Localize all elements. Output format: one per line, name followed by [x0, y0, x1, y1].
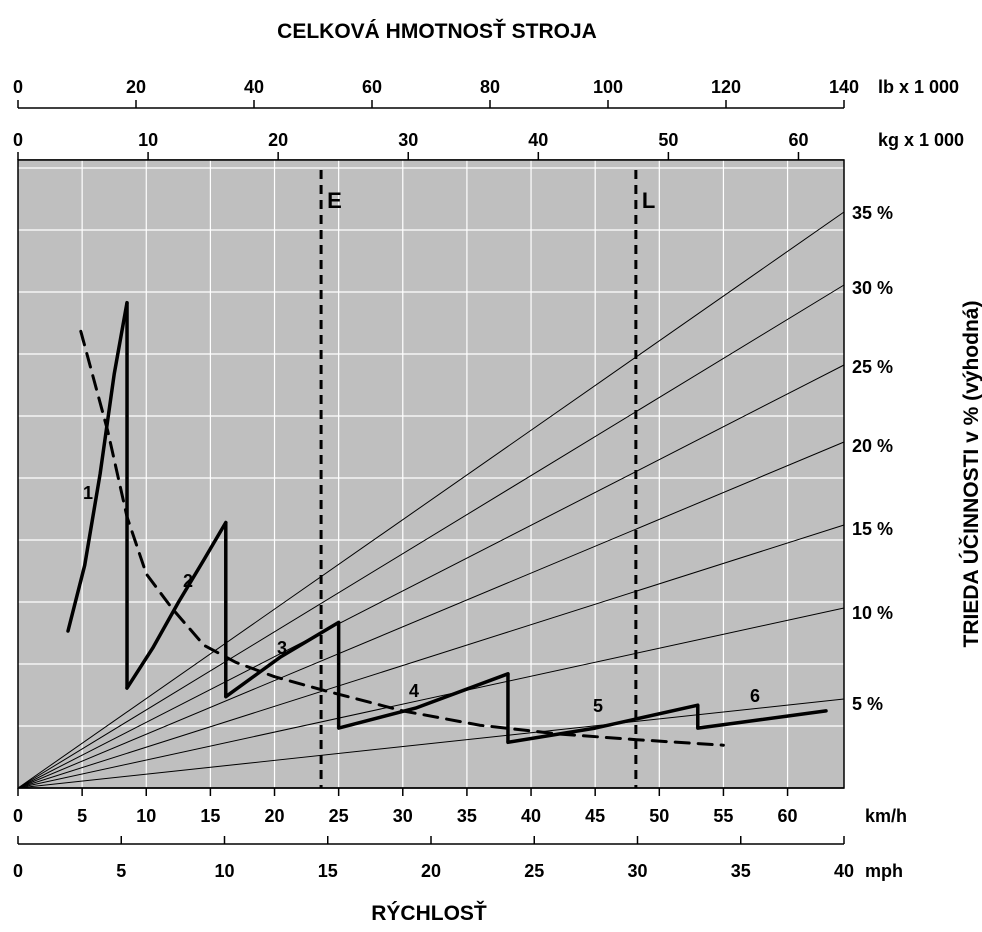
x-axis-title: RÝCHLOSŤ	[371, 901, 487, 925]
marker-label: L	[642, 188, 655, 213]
top-kg-tick-label: 50	[658, 130, 678, 150]
grade-label: 35 %	[852, 203, 893, 223]
bottom-kmh-tick-label: 30	[393, 806, 413, 826]
bottom-kmh-tick-label: 45	[585, 806, 605, 826]
bottom-kmh-tick-label: 0	[13, 806, 23, 826]
y-axis-title: TRIEDA ÚČINNOSTI v % (výhodná)	[959, 301, 982, 648]
top-lb-tick-label: 100	[593, 77, 623, 97]
bottom-mph-tick-label: 10	[214, 861, 234, 881]
grade-line	[17, 211, 845, 789]
top-lb-tick-label: 140	[829, 77, 859, 97]
top-kg-tick-label: 60	[788, 130, 808, 150]
gear-label-4: 4	[409, 681, 419, 701]
chart-title: CELKOVÁ HMOTNOSŤ STROJA	[277, 19, 597, 43]
top-lb-tick-label: 20	[126, 77, 146, 97]
bottom-mph-tick-label: 15	[318, 861, 338, 881]
bottom-kmh-tick-label: 10	[136, 806, 156, 826]
gear-curve-1	[66, 300, 129, 633]
bottom-kmh-tick-label: 55	[713, 806, 733, 826]
top-lb-tick-label: 60	[362, 77, 382, 97]
grade-label: 10 %	[852, 603, 893, 623]
bottom-kmh-tick-label: 5	[77, 806, 87, 826]
grade-lines: 35 % 30 % 25 % 20 % 15 % 10 % 5 %	[17, 203, 893, 789]
bottom-mph-tick-label: 30	[627, 861, 647, 881]
top-kg-unit: kg x 1 000	[878, 130, 964, 150]
top-lb-tick-label: 120	[711, 77, 741, 97]
gear-curve-3	[224, 620, 341, 699]
gear-label-2: 2	[183, 571, 193, 591]
bottom-kmh-tick-label: 25	[329, 806, 349, 826]
grade-label: 20 %	[852, 436, 893, 456]
top-lb-tick-label: 0	[13, 77, 23, 97]
bottom-kmh-tick-label: 50	[649, 806, 669, 826]
plot-area	[18, 160, 844, 788]
bottom-mph-tick-label: 40	[834, 861, 854, 881]
gear-curve-2	[125, 520, 228, 690]
gear-label-5: 5	[593, 696, 603, 716]
bottom-mph-tick-label: 35	[731, 861, 751, 881]
grade-label: 15 %	[852, 519, 893, 539]
grade-label: 25 %	[852, 357, 893, 377]
gear-label-3: 3	[277, 638, 287, 658]
series-group: 1 2 3 4 5 6	[66, 300, 828, 747]
bottom-mph-tick-label: 20	[421, 861, 441, 881]
grade-label: 30 %	[852, 278, 893, 298]
bottom-kmh-unit: km/h	[865, 806, 907, 826]
bottom-kmh-tick-label: 60	[778, 806, 798, 826]
bottom-mph-tick-label: 0	[13, 861, 23, 881]
top-kg-tick-label: 20	[268, 130, 288, 150]
top-lb-unit: lb x 1 000	[878, 77, 959, 97]
gear-curve-5	[506, 703, 700, 745]
top-kg-tick-label: 0	[13, 130, 23, 150]
bottom-kmh-tick-label: 35	[457, 806, 477, 826]
bottom-mph-axis: 0 5 10 15 20 25 30 35 40	[13, 836, 854, 881]
grade-line	[17, 698, 845, 789]
top-kg-tick-label: 30	[398, 130, 418, 150]
marker-label: E	[327, 188, 342, 213]
bottom-kmh-tick-label: 20	[265, 806, 285, 826]
grade-line	[17, 364, 845, 789]
gear-curve-6	[696, 709, 828, 730]
top-kg-axis: 0 10 20 30 40 50 60	[13, 130, 844, 161]
bottom-kmh-tick-label: 15	[200, 806, 220, 826]
top-kg-tick-label: 40	[528, 130, 548, 150]
bottom-mph-unit: mph	[865, 861, 903, 881]
grade-label: 5 %	[852, 694, 883, 714]
gear-curve-4	[336, 672, 510, 730]
gear-label-6: 6	[750, 686, 760, 706]
dashed-curve	[79, 329, 725, 747]
top-lb-tick-label: 40	[244, 77, 264, 97]
grade-line	[17, 284, 845, 789]
gear-label-1: 1	[83, 483, 93, 503]
grade-line	[17, 607, 845, 789]
bottom-kmh-axis: 0 5 10 15 20 25 30 35 40 45 50 55 60	[13, 787, 844, 826]
bottom-mph-tick-label: 25	[524, 861, 544, 881]
top-lb-tick-label: 80	[480, 77, 500, 97]
grade-line	[17, 441, 845, 789]
top-kg-tick-label: 10	[138, 130, 158, 150]
grade-line	[17, 524, 845, 789]
top-lb-axis: 0 20 40 60 80 100 120 140	[13, 77, 859, 109]
bottom-kmh-tick-label: 40	[521, 806, 541, 826]
bottom-mph-tick-label: 5	[116, 861, 126, 881]
